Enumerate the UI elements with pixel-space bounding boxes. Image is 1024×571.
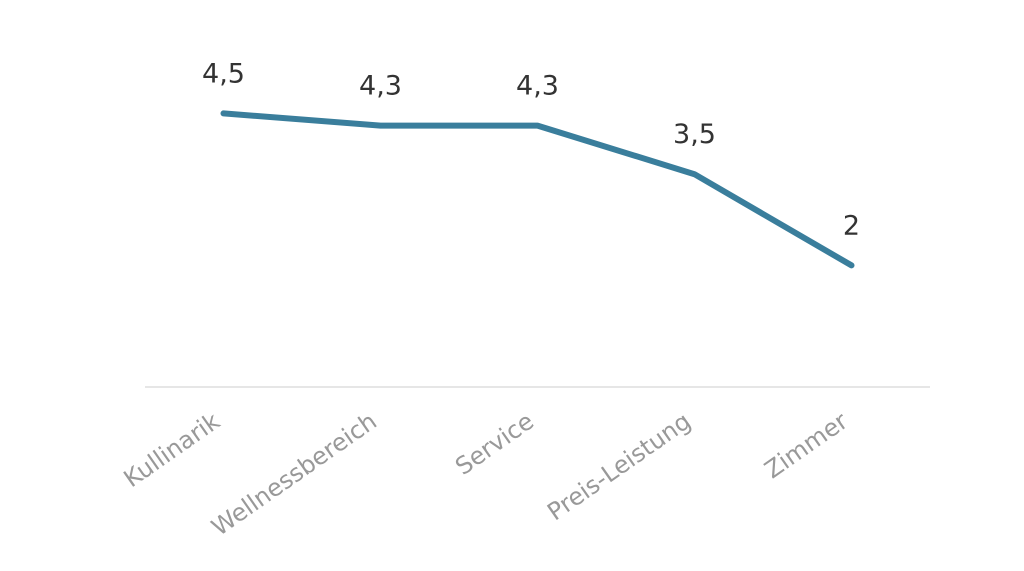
data-label-2: 4,3 <box>516 71 559 102</box>
data-label-3: 3,5 <box>673 119 716 150</box>
series-line <box>220 110 855 269</box>
data-label-0: 4,5 <box>202 58 245 89</box>
x-tick-label-1: Wellnessbereich <box>206 407 381 542</box>
data-label-4: 2 <box>843 210 860 241</box>
data-label-1: 4,3 <box>359 71 402 102</box>
x-tick-label-0: Kullinarik <box>119 407 225 493</box>
x-tick-label-2: Service <box>450 407 539 481</box>
x-tick-label-3: Preis-Leistung <box>542 407 696 526</box>
x-tick-label-4: Zimmer <box>759 407 853 484</box>
